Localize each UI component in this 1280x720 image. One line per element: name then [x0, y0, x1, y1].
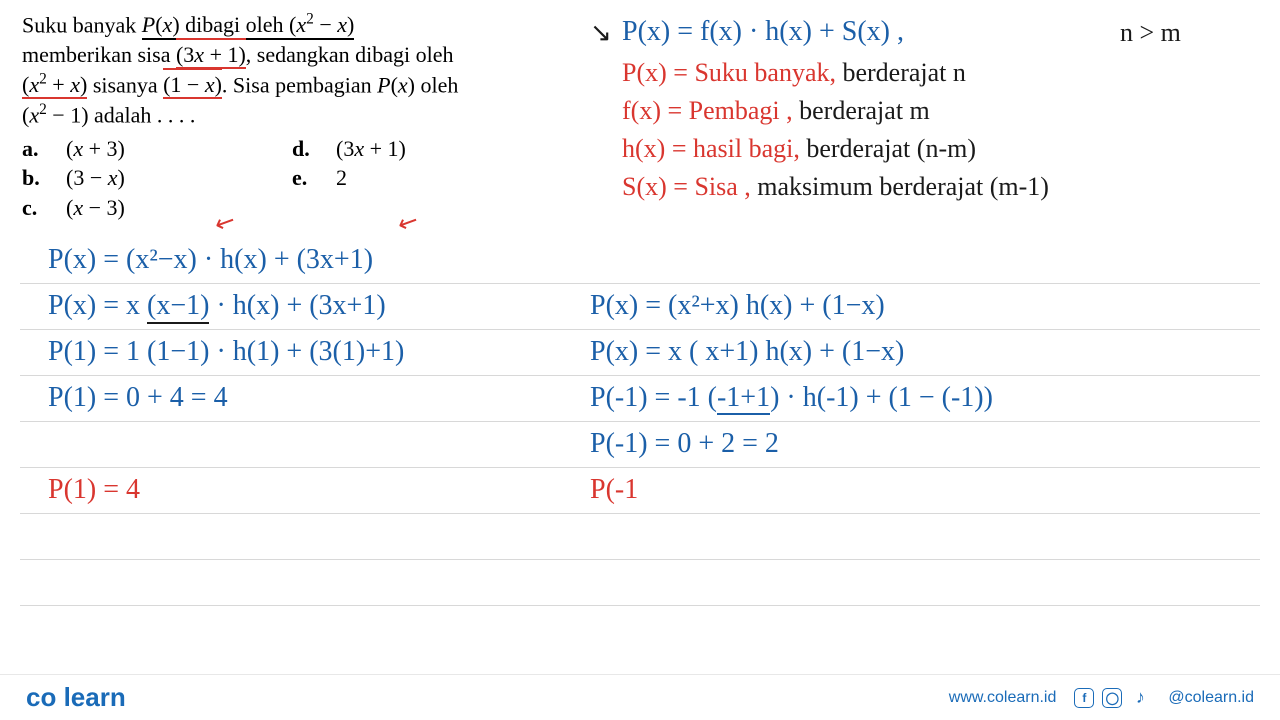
ans-c-letter: c. — [22, 193, 44, 223]
q-line3-post: . Sisa pembagian P(x) oleh — [222, 72, 458, 97]
footer: co learn www.colearn.id f ◯ ♪ @colearn.i… — [0, 674, 1280, 720]
ans-a: (x + 3) — [66, 134, 125, 164]
footer-right: www.colearn.id f ◯ ♪ @colearn.id — [949, 688, 1254, 708]
ans-a-letter: a. — [22, 134, 44, 164]
rule-3 — [20, 375, 1260, 376]
work-right-result: P(-1 — [590, 474, 638, 506]
footer-url: www.colearn.id — [949, 689, 1057, 707]
rule-2 — [20, 329, 1260, 330]
ans-d: (3x + 1) — [336, 134, 406, 164]
work-left-l1: P(x) = (x²−x) · h(x) + (3x+1) — [48, 244, 373, 276]
theory-l3: f(x) = Pembagi , berderajat m — [622, 96, 930, 126]
rule-8 — [20, 605, 1260, 606]
ans-d-letter: d. — [292, 134, 314, 164]
question-text: Suku banyak P(x) dibagi oleh (x2 − x) me… — [22, 10, 582, 223]
ans-b: (3 − x) — [66, 163, 125, 193]
social-icons: f ◯ ♪ — [1074, 688, 1150, 708]
logo-learn: learn — [64, 682, 126, 712]
rule-5 — [20, 467, 1260, 468]
facebook-icon: f — [1074, 688, 1094, 708]
work-right-l3: P(-1) = -1 (-1+1) · h(-1) + (1 − (-1)) — [590, 382, 993, 414]
ans-e-letter: e. — [292, 163, 314, 193]
rule-4 — [20, 421, 1260, 422]
logo-co: co — [26, 682, 56, 712]
q-line2-under: (3x + 1) — [176, 42, 246, 69]
work-left-l2: P(x) = x (x−1) · h(x) + (3x+1) — [48, 290, 386, 322]
q-line3-mid: sisanya — [87, 72, 163, 97]
footer-handle: @colearn.id — [1168, 689, 1254, 707]
q-line1-under: P(x) dibagi oleh (x2 − x) — [142, 12, 355, 40]
rule-7 — [20, 559, 1260, 560]
ans-c: (x − 3) — [66, 193, 125, 223]
theory-l5: S(x) = Sisa , maksimum berderajat (m-1) — [622, 172, 1049, 202]
theory-arrow: ↘ — [590, 18, 612, 48]
work-right-l2: P(x) = x ( x+1) h(x) + (1−x) — [590, 336, 904, 368]
ans-e: 2 — [336, 163, 347, 193]
theory-l1b: n > m — [1120, 18, 1181, 48]
instagram-icon: ◯ — [1102, 688, 1122, 708]
ans-b-letter: b. — [22, 163, 44, 193]
footer-logo: co learn — [26, 682, 126, 713]
theory-l4: h(x) = hasil bagi, berderajat (n-m) — [622, 134, 976, 164]
work-left-result: P(1) = 4 — [48, 474, 140, 506]
answer-choices: a. (x + 3) b. (3 − x) c. (x − 3) d. (3x + 1)… — [22, 134, 582, 223]
q-line1-pre: Suku banyak — [22, 12, 142, 37]
theory-l2: P(x) = Suku banyak, berderajat n — [622, 58, 966, 88]
tiktok-icon: ♪ — [1130, 688, 1150, 708]
logo-dot — [56, 682, 63, 712]
theory-l1: P(x) = f(x) · h(x) + S(x) , — [622, 16, 904, 48]
work-right-l4: P(-1) = 0 + 2 = 2 — [590, 428, 779, 460]
work-left-l3: P(1) = 1 (1−1) · h(1) + (3(1)+1) — [48, 336, 404, 368]
q-line2-post: , sedangkan dibagi oleh — [246, 42, 454, 67]
work-left-l4: P(1) = 0 + 4 = 4 — [48, 382, 228, 414]
q-line4: (x2 − 1) adalah . . . . — [22, 100, 582, 130]
q-line3-b: (1 − x) — [163, 72, 222, 99]
rule-1 — [20, 283, 1260, 284]
q-line3-a: (x2 + x) — [22, 72, 87, 99]
work-right-l1: P(x) = (x²+x) h(x) + (1−x) — [590, 290, 885, 322]
rule-6 — [20, 513, 1260, 514]
q-line2-pre: memberikan sisa — [22, 42, 176, 67]
